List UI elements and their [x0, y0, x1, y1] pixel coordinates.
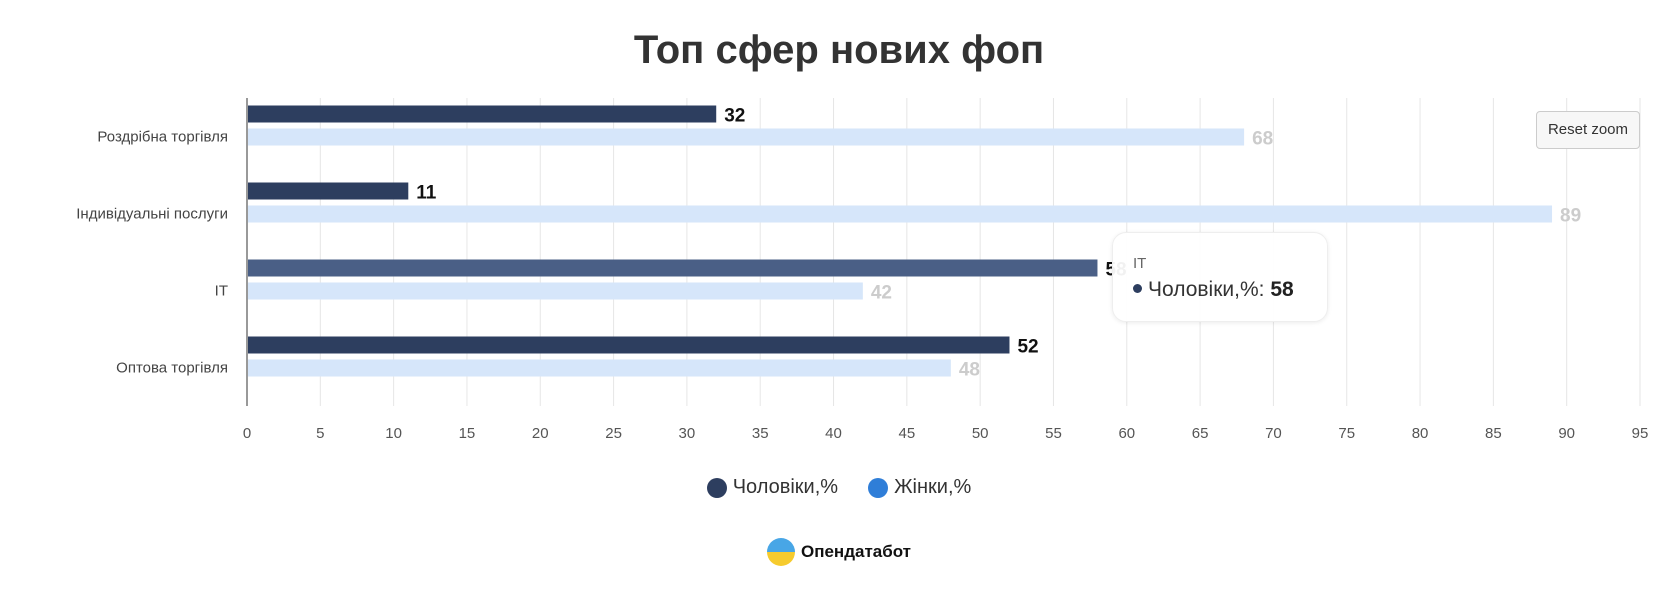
x-tick-label: 20	[532, 425, 549, 442]
bar	[248, 105, 717, 123]
legend-item[interactable]: Чоловіки,%	[706, 476, 839, 499]
x-tick-label: 90	[1558, 425, 1575, 442]
x-tick-label: 60	[1118, 425, 1135, 442]
opendatabot-logo-icon	[766, 538, 795, 566]
x-tick-label: 30	[679, 425, 696, 442]
x-tick-label: 0	[243, 425, 251, 442]
tooltip-value: 58	[1270, 278, 1294, 301]
category-label: Індивідуальні послуги	[76, 206, 228, 223]
bar	[248, 336, 1010, 354]
data-label: 68	[1252, 129, 1273, 150]
data-label: 11	[416, 183, 437, 204]
bar	[248, 205, 1553, 223]
data-label: 32	[724, 106, 745, 127]
reset-zoom-button[interactable]: Reset zoom	[1536, 111, 1640, 149]
bar	[248, 128, 1245, 146]
tooltip-category: IT	[1133, 255, 1147, 272]
x-tick-label: 45	[898, 425, 915, 442]
legend-label: Жінки,%	[894, 476, 972, 498]
x-tick-label: 55	[1045, 425, 1062, 442]
legend-marker-icon	[706, 477, 727, 498]
bar	[248, 282, 863, 300]
credit-text: Опендатабот	[800, 542, 912, 561]
x-tick-label: 15	[459, 425, 476, 442]
x-tick-label: 35	[752, 425, 769, 442]
x-tick-label: 25	[605, 425, 622, 442]
x-tick-label: 10	[385, 425, 402, 442]
legend-item[interactable]: Жінки,%	[868, 476, 971, 499]
tooltip-row: Чоловіки,%: 58	[1133, 278, 1307, 302]
category-label: Роздрібна торгівля	[97, 129, 228, 146]
x-tick-label: 75	[1338, 425, 1355, 442]
x-tick-label: 40	[825, 425, 842, 442]
data-label: 42	[871, 283, 892, 304]
bar	[248, 182, 409, 200]
data-label: 52	[1017, 337, 1038, 358]
x-tick-label: 85	[1485, 425, 1502, 442]
data-label: 48	[959, 360, 980, 381]
x-tick-label: 70	[1265, 425, 1282, 442]
x-tick-label: 50	[972, 425, 989, 442]
category-label: IT	[215, 283, 228, 300]
x-tick-label: 80	[1412, 425, 1429, 442]
chart-title: Топ сфер нових фоп	[633, 28, 1045, 72]
legend-marker-icon	[868, 477, 889, 498]
chart-tooltip: IT Чоловіки,%: 58	[1112, 232, 1328, 322]
x-tick-label: 65	[1192, 425, 1209, 442]
x-tick-label: 5	[316, 425, 324, 442]
credit: Опендатабот	[0, 538, 1678, 566]
x-tick-label: 95	[1632, 425, 1649, 442]
tooltip-series-name: Чоловіки,%:	[1148, 278, 1265, 301]
bar	[248, 259, 1098, 277]
category-label: Оптова торгівля	[116, 360, 228, 377]
data-label: 89	[1560, 206, 1581, 227]
legend-label: Чоловіки,%	[732, 476, 839, 498]
bar-chart: 0 5 10 15 20 25 30 35 40 45 50 55 60 65 70 75 80 85 90 95 Ро…	[76, 98, 1649, 442]
chart-legend: Чоловіки,% Жінки,%	[0, 476, 1678, 499]
tooltip-series-dot	[1133, 283, 1142, 293]
bar	[248, 359, 951, 377]
